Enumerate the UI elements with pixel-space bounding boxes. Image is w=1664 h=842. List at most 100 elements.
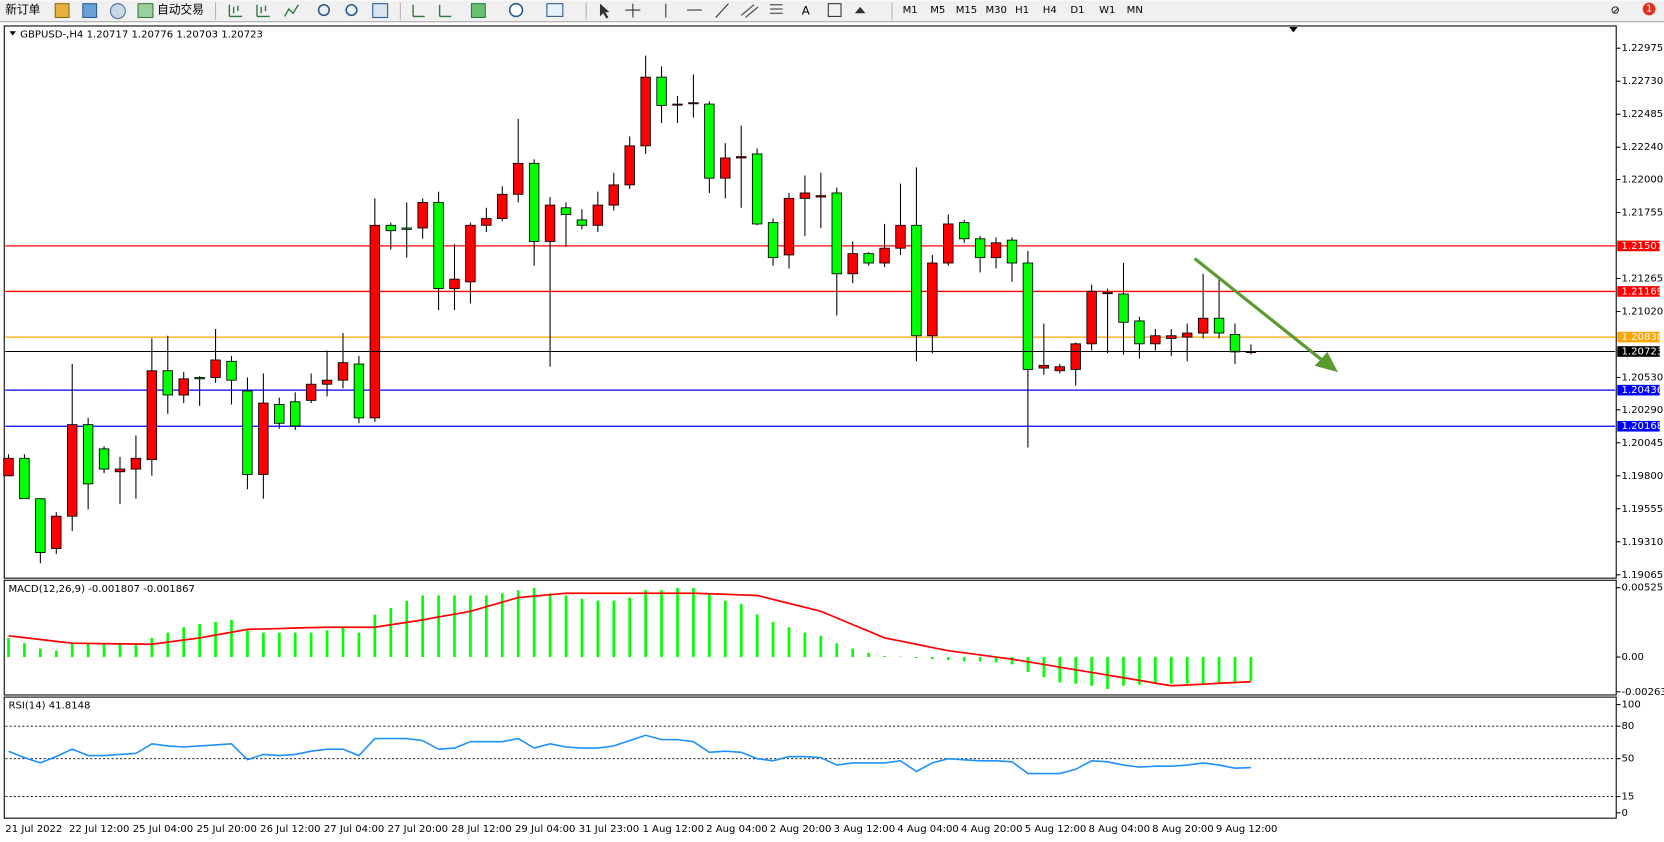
- candle-body: [751, 153, 763, 225]
- trend-arrow: [1193, 257, 1338, 373]
- timeframe-button[interactable]: M30: [985, 5, 1007, 16]
- channel-icon[interactable]: [740, 4, 759, 18]
- x-tick-label: 3 Aug 12:00: [834, 824, 896, 835]
- timeframe-button[interactable]: W1: [1099, 5, 1115, 16]
- candle-body: [465, 224, 476, 283]
- candle-body: [831, 192, 842, 275]
- candle-body: [624, 145, 635, 186]
- text-tool[interactable]: A: [802, 4, 810, 18]
- macd-header: MACD(12,26,9) -0.001807 -0.001867: [8, 584, 194, 595]
- candle-body: [576, 219, 588, 226]
- pane-marker: [9, 31, 16, 36]
- rsi-title: RSI(14): [8, 701, 45, 712]
- notification-badge[interactable]: [1642, 2, 1656, 16]
- level-label: 1.20830: [1622, 332, 1664, 343]
- candle-body: [369, 224, 381, 419]
- timeframe-button[interactable]: MN: [1127, 5, 1143, 16]
- y-tick-label: 1.19555: [1622, 504, 1664, 515]
- auto-trade-icon[interactable]: [137, 3, 154, 19]
- y-tick-label: 1.20045: [1622, 438, 1664, 449]
- fibo-icon[interactable]: [769, 4, 783, 14]
- y-tick-label: 15: [1622, 792, 1635, 803]
- icon[interactable]: [256, 4, 270, 18]
- candle-body: [178, 378, 189, 396]
- candle-body: [799, 192, 811, 199]
- symbol: GBPUSD-,H4: [20, 29, 83, 40]
- x-tick-label: 1 Aug 12:00: [642, 824, 704, 835]
- candle-body: [481, 218, 492, 226]
- new-order-button[interactable]: 新订单: [5, 3, 40, 17]
- level-label-bg: [1617, 384, 1660, 396]
- shift-marker: [1289, 27, 1298, 33]
- crosshair-icon[interactable]: [625, 3, 641, 18]
- y-tick-label: 1.22730: [1622, 76, 1664, 87]
- icon[interactable]: [228, 4, 243, 18]
- candle-body: [162, 370, 173, 396]
- arrows-tool[interactable]: [854, 6, 866, 14]
- candle-body: [544, 204, 556, 242]
- y-tick-label: 0.00: [1622, 652, 1644, 663]
- candle-body: [959, 222, 970, 240]
- auto-trade-button[interactable]: 自动交易: [157, 3, 204, 17]
- zoom-out-icon[interactable]: [345, 3, 358, 17]
- indicators-icon[interactable]: [470, 3, 486, 19]
- candle-body: [3, 457, 14, 477]
- candle-body: [513, 162, 524, 195]
- search-icon[interactable]: [1611, 6, 1619, 14]
- templates-icon[interactable]: [546, 3, 564, 17]
- candle-body: [720, 157, 731, 179]
- timeframe-button[interactable]: D1: [1070, 5, 1084, 16]
- candle-body: [974, 238, 986, 259]
- y-tick-label: 1.22975: [1622, 43, 1664, 54]
- candle-body: [656, 76, 667, 106]
- level-label-bg: [1617, 240, 1660, 252]
- timeframes: M1 M5 M15 M30 H1 H4 D1 W1 MN: [903, 5, 1143, 16]
- timeframe-button[interactable]: H4: [1043, 5, 1057, 16]
- x-tick-label: 26 Jul 12:00: [260, 824, 320, 835]
- level-label: 1.20436: [1622, 385, 1664, 396]
- timeframe-button[interactable]: H1: [1015, 5, 1029, 16]
- icon[interactable]: [82, 3, 98, 19]
- icon[interactable]: [109, 3, 126, 20]
- candle-body: [1229, 333, 1241, 353]
- periods-icon[interactable]: [508, 2, 524, 18]
- y-tick-label: 1.19310: [1622, 537, 1664, 548]
- trendline-icon[interactable]: [715, 3, 729, 18]
- candle-body: [736, 156, 747, 159]
- y-tick-label: 1.22240: [1622, 142, 1664, 153]
- candle-body: [114, 468, 126, 473]
- last-low: 1.20703: [176, 29, 218, 40]
- candle-body: [1213, 317, 1225, 334]
- zoom-in-icon[interactable]: [317, 3, 330, 17]
- last-open: 1.20717: [87, 29, 129, 40]
- x-tick-label: 31 Jul 23:00: [579, 824, 639, 835]
- level-label-bg: [1617, 286, 1660, 297]
- candle-body: [1182, 332, 1193, 338]
- candle-body: [258, 402, 269, 475]
- chart-type-icons[interactable]: [228, 4, 299, 18]
- y-tick-label: 1.19800: [1622, 471, 1664, 482]
- icon[interactable]: [54, 3, 70, 19]
- timeframe-button[interactable]: M5: [930, 5, 945, 16]
- label-tool[interactable]: [827, 3, 842, 17]
- shift-icon[interactable]: [438, 4, 452, 18]
- candle-body: [1022, 262, 1034, 370]
- y-tick-label: 1.22485: [1622, 109, 1664, 120]
- candle-body: [1086, 290, 1097, 345]
- level-label: 1.20168: [1622, 421, 1664, 432]
- candle-body: [879, 247, 890, 264]
- candle-body: [927, 262, 938, 337]
- main-pane-frame: [3, 25, 1617, 579]
- tile-icon[interactable]: [372, 3, 389, 19]
- candle-body: [767, 222, 779, 259]
- x-tick-label: 5 Aug 12:00: [1025, 824, 1087, 835]
- cursor-icon[interactable]: [599, 3, 610, 19]
- candle-body: [1070, 343, 1081, 370]
- timeframe-button[interactable]: M15: [956, 5, 978, 16]
- autoscroll-icon[interactable]: [412, 4, 425, 18]
- icon[interactable]: [283, 4, 299, 17]
- candle-body: [895, 224, 906, 249]
- timeframe-button[interactable]: M1: [903, 5, 918, 16]
- level-label: 1.21169: [1622, 286, 1664, 297]
- x-tick-label: 25 Jul 04:00: [133, 824, 193, 835]
